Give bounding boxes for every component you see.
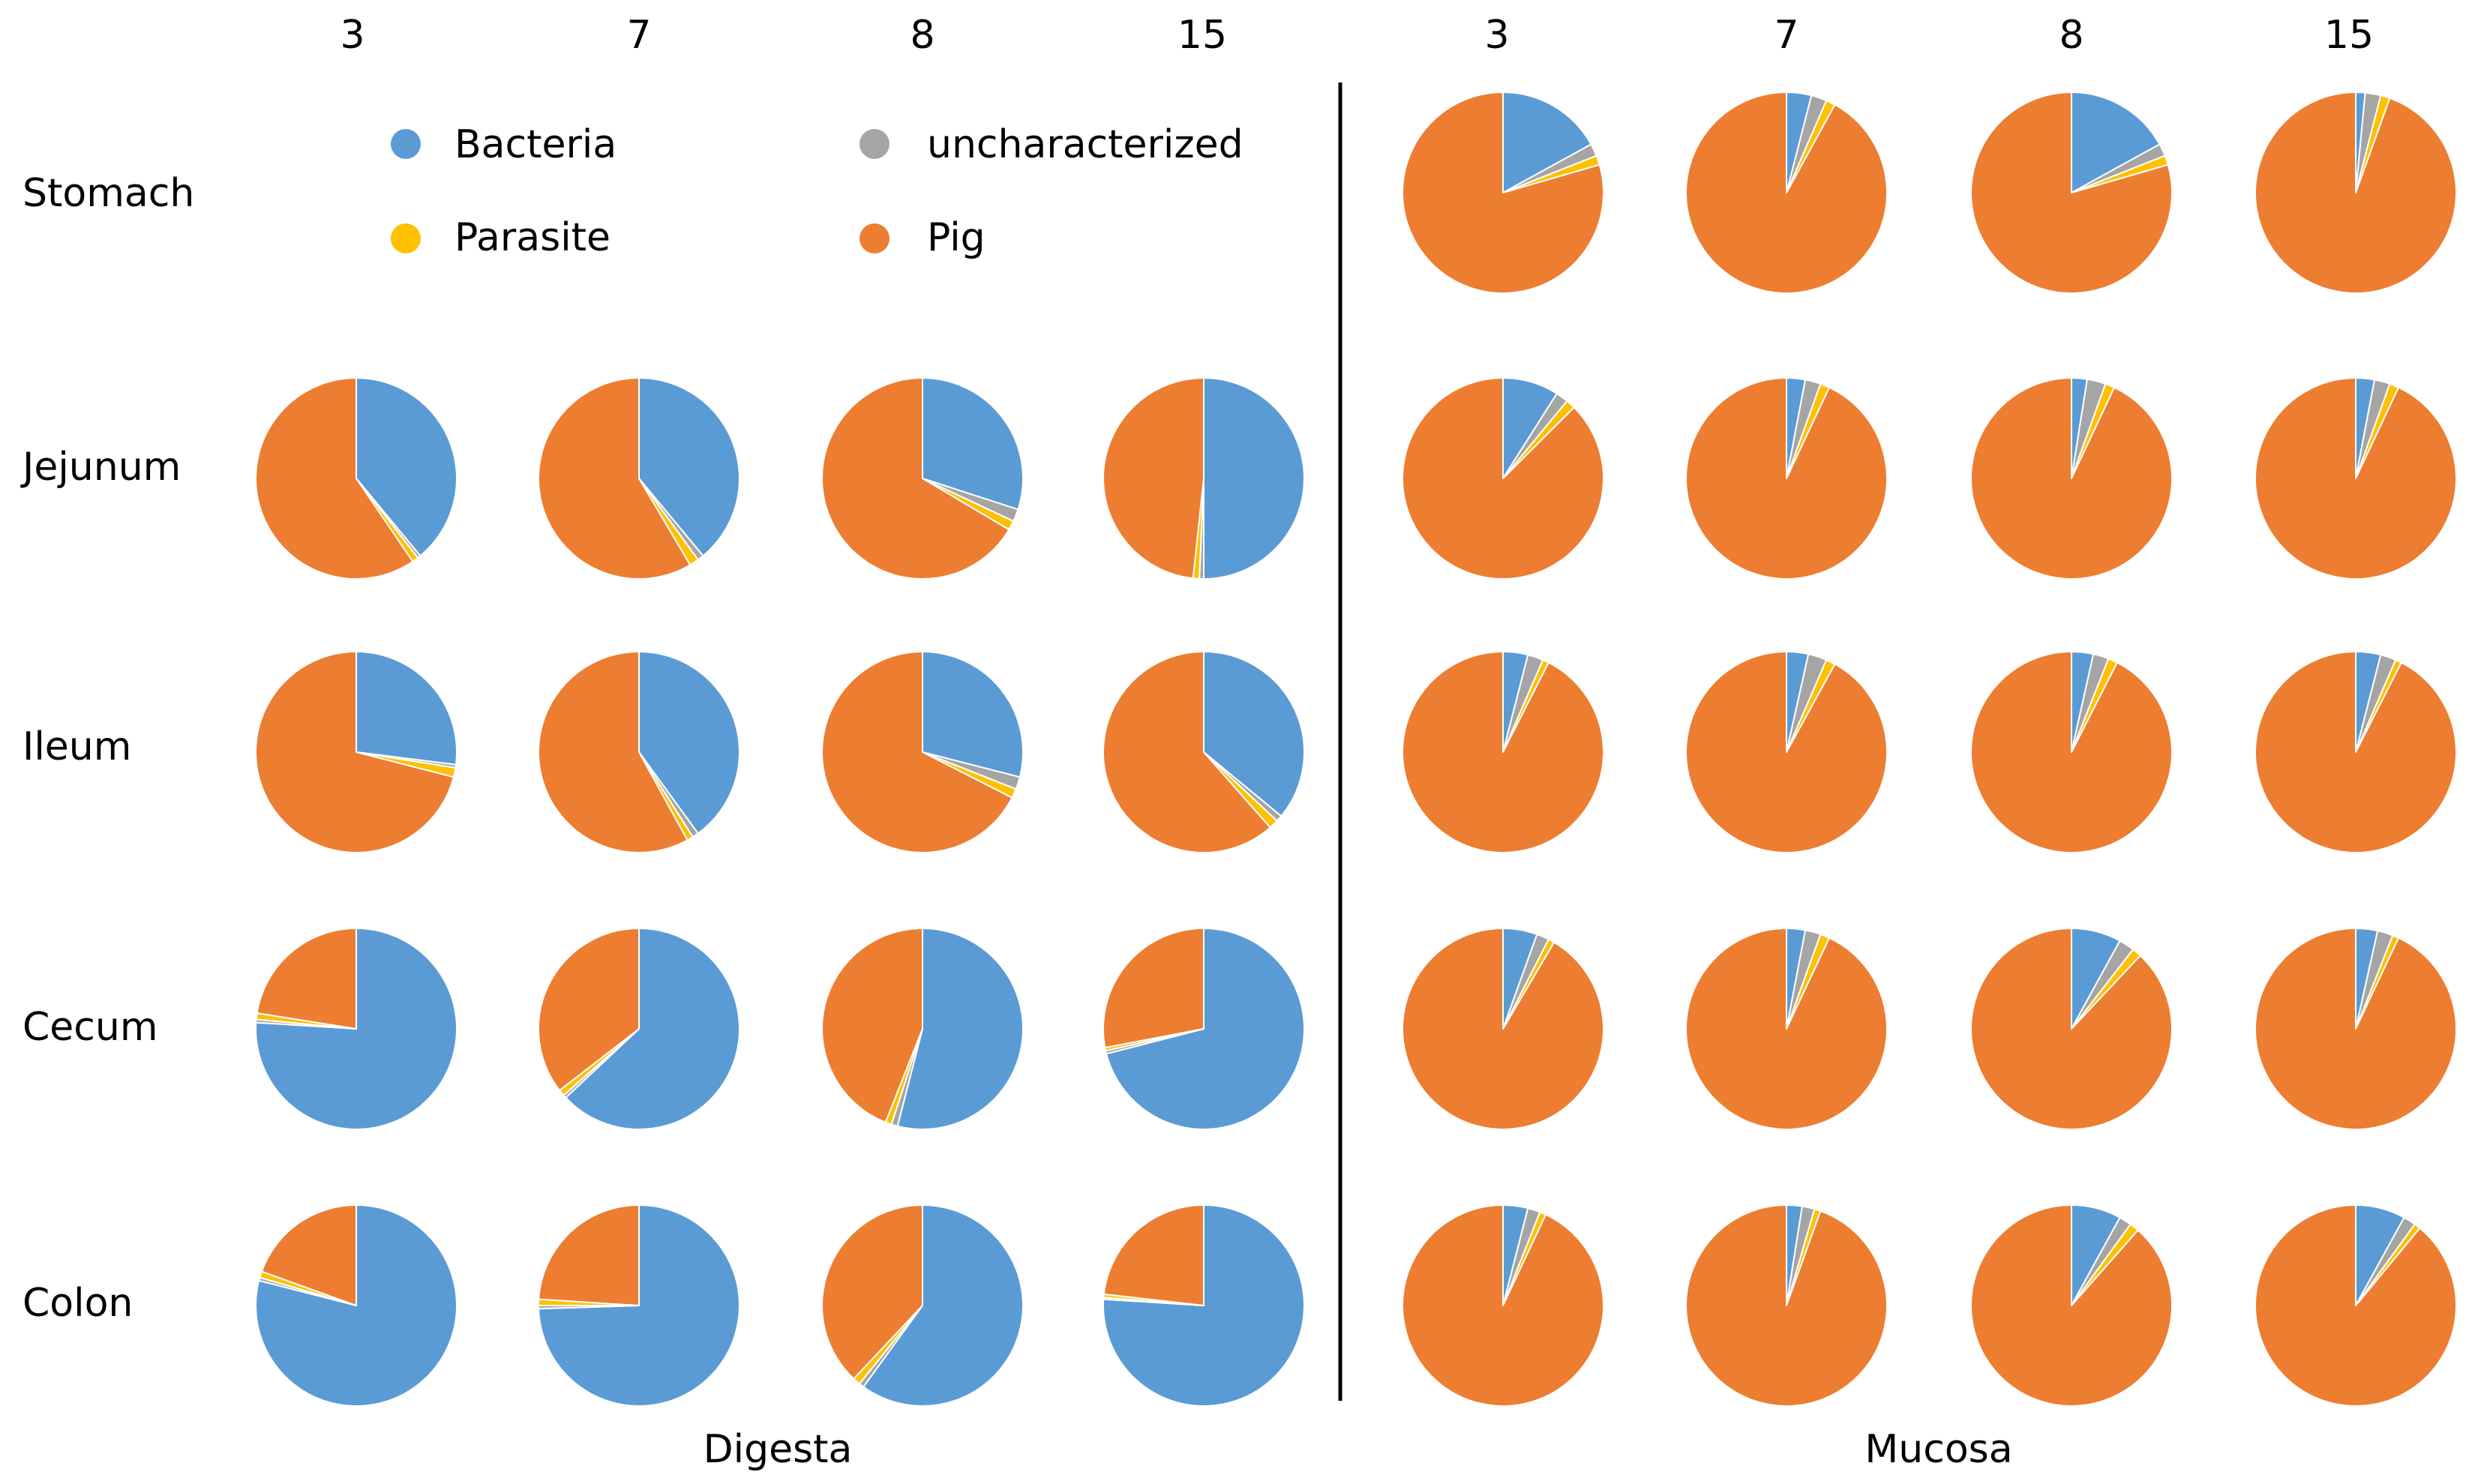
row-label-ileum: Ileum <box>22 724 131 769</box>
pie-slice-digesta-ileum-day-15-pig <box>1102 651 1271 853</box>
pie-slice-mucosa-stomach-day-8-bacteria <box>2071 91 2161 193</box>
pie-slice-mucosa-ileum-day-7-pig <box>1684 651 1888 853</box>
column-label-mucosa-day-8: 8 <box>2059 13 2084 58</box>
panel-label-digesta: Digesta <box>704 1427 853 1472</box>
column-label-mucosa-day-7: 7 <box>1774 13 1798 58</box>
legend: Bacteria uncharacterized Parasite Pig <box>391 122 1244 260</box>
pie-slice-mucosa-stomach-day-7-pig <box>1684 91 1888 294</box>
row-label-cecum: Cecum <box>22 1005 158 1050</box>
pie-slice-mucosa-jejunum-day-8-pig <box>1970 377 2173 580</box>
pie-slice-digesta-jejunum-day-3-pig <box>255 377 414 580</box>
pie-slice-digesta-cecum-day-7-bacteria <box>565 928 740 1130</box>
row-labels: Stomach Jejunum Ileum Cecum Colon <box>20 171 194 1326</box>
pie-slice-digesta-jejunum-day-3-bacteria <box>356 377 458 557</box>
pie-slice-digesta-cecum-day-15-bacteria <box>1106 928 1305 1130</box>
column-headers: 3 7 8 15 3 7 8 15 <box>340 13 2374 58</box>
pie-slice-mucosa-ileum-day-8-pig <box>1970 651 2173 853</box>
pie-slice-digesta-colon-day-15-pig <box>1102 1204 1204 1306</box>
pie-slice-digesta-cecum-day-15-pig <box>1102 928 1204 1049</box>
column-label-digesta-day-15: 15 <box>1178 13 1227 58</box>
pie-slice-mucosa-jejunum-day-7-pig <box>1684 377 1888 580</box>
legend-label-pig: Pig <box>927 215 986 260</box>
pie-slice-mucosa-stomach-day-3-pig <box>1402 91 1604 294</box>
row-label-stomach: Stomach <box>22 171 194 216</box>
pie-slice-digesta-colon-day-8-pig <box>821 1204 923 1380</box>
column-label-mucosa-day-3: 3 <box>1484 13 1509 58</box>
pie-slice-mucosa-stomach-day-8-pig <box>1970 91 2173 294</box>
pie-slice-mucosa-cecum-day-3-pig <box>1402 928 1604 1130</box>
pie-slice-digesta-cecum-day-3-pig <box>256 928 357 1030</box>
pie-slice-mucosa-cecum-day-8-pig <box>1970 928 2173 1130</box>
pie-slice-digesta-ileum-day-7-pig <box>538 651 688 853</box>
pie-slice-mucosa-cecum-day-15-pig <box>2254 928 2457 1130</box>
legend-swatch-bacteria <box>391 129 421 159</box>
pie-slice-digesta-jejunum-day-7-pig <box>538 377 692 580</box>
pie-slice-digesta-ileum-day-3-pig <box>255 651 454 853</box>
pie-slice-mucosa-stomach-day-15-pig <box>2254 91 2457 294</box>
pie-slice-mucosa-colon-day-8-pig <box>1970 1204 2173 1407</box>
pie-slice-digesta-jejunum-day-8-bacteria <box>922 377 1024 511</box>
pie-slice-digesta-jejunum-day-7-bacteria <box>638 377 740 557</box>
pie-slice-digesta-jejunum-day-8-pig <box>821 377 1010 580</box>
pie-slice-digesta-colon-day-3-pig <box>260 1204 357 1306</box>
pie-slice-digesta-ileum-day-3-bacteria <box>356 651 458 766</box>
pie-grid <box>255 91 2457 1407</box>
panel-label-mucosa: Mucosa <box>1864 1427 2012 1472</box>
pie-slice-mucosa-ileum-day-3-pig <box>1401 651 1604 853</box>
column-label-digesta-day-7: 7 <box>626 13 651 58</box>
legend-swatch-uncharacterized <box>860 129 890 159</box>
pie-slice-digesta-cecum-day-7-pig <box>538 928 640 1092</box>
pie-slice-mucosa-colon-day-15-pig <box>2254 1204 2457 1407</box>
column-label-mucosa-day-15: 15 <box>2324 13 2374 58</box>
legend-swatch-parasite <box>391 223 421 253</box>
pie-slice-mucosa-colon-day-7-pig <box>1685 1204 1888 1407</box>
column-label-digesta-day-3: 3 <box>340 13 364 58</box>
legend-label-parasite: Parasite <box>454 215 610 260</box>
pie-slice-mucosa-jejunum-day-15-pig <box>2254 377 2457 580</box>
row-label-jejunum: Jejunum <box>20 445 181 490</box>
pie-slice-mucosa-stomach-day-3-bacteria <box>1502 91 1592 193</box>
pie-slice-digesta-ileum-day-8-bacteria <box>922 651 1024 778</box>
pie-slice-digesta-cecum-day-8-bacteria <box>896 928 1024 1130</box>
pie-slice-mucosa-colon-day-3-pig <box>1402 1204 1604 1407</box>
pie-slice-digesta-colon-day-8-bacteria <box>862 1204 1024 1407</box>
legend-swatch-pig <box>860 223 890 253</box>
pie-slice-digesta-colon-day-7-pig <box>538 1204 640 1306</box>
pie-slice-digesta-colon-day-15-bacteria <box>1102 1204 1305 1407</box>
pie-slice-mucosa-ileum-day-15-pig <box>2254 651 2457 853</box>
pie-slice-digesta-jejunum-day-15-pig <box>1102 377 1204 580</box>
pie-slice-digesta-jejunum-day-15-bacteria <box>1203 377 1305 580</box>
pie-slice-digesta-ileum-day-8-pig <box>821 651 1013 853</box>
legend-label-bacteria: Bacteria <box>454 122 616 167</box>
pie-slice-digesta-ileum-day-7-bacteria <box>638 651 740 835</box>
pie-slice-digesta-ileum-day-15-bacteria <box>1203 651 1305 817</box>
column-label-digesta-day-8: 8 <box>910 13 934 58</box>
pie-slice-mucosa-cecum-day-7-pig <box>1685 928 1888 1130</box>
pie-slice-mucosa-jejunum-day-3-pig <box>1401 377 1604 580</box>
pie-slice-digesta-cecum-day-8-pig <box>821 928 923 1123</box>
legend-label-uncharacterized: uncharacterized <box>927 122 1244 167</box>
row-label-colon: Colon <box>22 1281 133 1326</box>
